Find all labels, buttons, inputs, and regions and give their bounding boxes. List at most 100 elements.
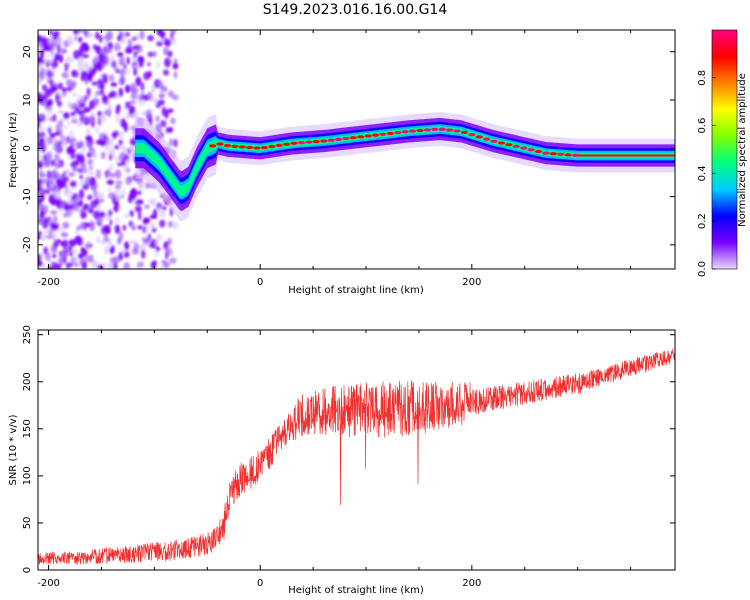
spectrogram-noise-cell (93, 92, 97, 101)
spectrogram-noise-cell (167, 90, 174, 98)
spectrogram-noise-cell (45, 105, 53, 111)
spectrogram-noise-cell (110, 137, 114, 148)
spectrogram-noise-cell (93, 210, 101, 220)
spectrogram-noise-cell (98, 35, 103, 43)
spectrogram-noise-cell (156, 79, 161, 87)
spectrogram-noise-cell (75, 153, 83, 159)
spectrogram-noise-cell (49, 180, 56, 189)
spectrogram-noise-cell (49, 58, 54, 63)
spectrogram-noise-cell (109, 90, 117, 98)
spectrogram-noise-cell (118, 56, 125, 66)
spectrogram-noise-cell (137, 225, 143, 230)
spectrogram-noise-cell (114, 217, 120, 224)
spectrogram-noise-cell (99, 114, 107, 123)
spectrogram-noise-cell (123, 154, 130, 161)
spectrogram-noise-cell (62, 221, 70, 229)
spectrogram-noise-cell (67, 39, 74, 46)
spectrogram-noise-cell (74, 106, 80, 114)
spectrogram-noise-cell (128, 126, 132, 131)
bottom-y-tick-label: 150 (22, 419, 33, 438)
spectrogram-noise-cell (41, 84, 48, 91)
spectrogram-noise-cell (134, 33, 141, 40)
spectrogram-noise-cell (166, 108, 174, 113)
spectrogram-noise-cell (42, 38, 48, 48)
spectrogram-noise-cell (106, 47, 113, 53)
spectrogram-noise-cell (86, 87, 91, 97)
spectrogram-noise-cell (62, 246, 69, 255)
spectrogram-noise-cell (122, 224, 127, 231)
spectrogram-peak-cell (290, 141, 298, 145)
spectrogram-noise-cell (48, 127, 52, 134)
spectrogram-peak-cell (334, 137, 343, 141)
spectrogram-noise-cell (173, 138, 178, 148)
spectrogram-peaks (208, 127, 580, 157)
colorbar-tick-label: 0.2 (697, 213, 708, 229)
spectrogram-noise-cell (124, 241, 130, 251)
spectrogram-noise-cell (41, 234, 47, 242)
spectrogram-noise-cell (77, 168, 83, 174)
spectrogram-noise-cell (69, 251, 74, 257)
spectrogram-noise-cell (145, 182, 151, 189)
spectrogram-noise-cell (45, 252, 51, 261)
spectrogram-noise-cell (45, 189, 50, 194)
spectrogram-noise-cell (57, 109, 64, 115)
spectrogram-noise-cell (103, 262, 107, 267)
colorbar-tick-label: 0.6 (697, 118, 708, 134)
spectrogram-noise-cell (71, 118, 78, 124)
spectrogram-noise-cell (109, 172, 116, 178)
spectrogram-noise-cell (120, 118, 127, 128)
spectrogram-noise-cell (166, 245, 171, 254)
spectrogram-noise-cell (158, 210, 166, 218)
spectrogram-noise-cell (147, 233, 152, 242)
spectrogram-noise-cell (142, 94, 149, 101)
spectrogram-noise-cell (113, 204, 119, 213)
spectrogram-noise-cell (125, 101, 131, 109)
spectrogram-noise-cell (86, 32, 94, 38)
spectrogram-noise-cell (130, 82, 137, 92)
spectrogram-noise-cell (103, 41, 108, 47)
spectrogram-peak-cell (408, 129, 417, 133)
spectrogram-peak-cell (275, 143, 283, 147)
spectrogram-noise-cell (92, 44, 97, 50)
spectrogram-noise-cell (121, 188, 126, 195)
spectrogram-noise-cell (56, 239, 62, 244)
spectrogram-noise-cell (101, 151, 106, 160)
top-x-tick-label: 200 (462, 277, 481, 288)
bottom-plot-frame (37, 329, 676, 571)
spectrogram-noise-cell (62, 212, 69, 218)
spectrogram-noise-cell (43, 229, 52, 235)
spectrogram-noise-cell (55, 94, 59, 103)
top-plot-frame (37, 29, 676, 270)
top-y-tick-label: 20 (22, 45, 33, 58)
spectrogram-noise-cell (41, 178, 49, 184)
spectrogram-peak-cell (446, 128, 454, 132)
spectrogram-peak-cell (438, 127, 446, 131)
spectrogram-peak-cell (416, 128, 424, 133)
bottom-x-tick-label: 200 (462, 578, 481, 589)
colorbar-ticks: 0.0 0.2 0.4 0.6 0.8 (697, 70, 716, 277)
spectrogram-noise-cell (124, 159, 130, 165)
spectrogram-peak-cell (371, 133, 380, 137)
spectrogram-noise-cell (95, 125, 100, 134)
bottom-x-tick-label: -200 (37, 578, 60, 589)
spectrogram-noise-cell (48, 193, 56, 203)
spectrogram-noise-cell (108, 192, 116, 200)
spectrogram-noise-cell (63, 187, 68, 197)
spectrogram-noise-cell (141, 237, 149, 242)
spectrogram-noise-cell (106, 136, 110, 146)
bottom-plot-area (38, 330, 675, 570)
spectrogram-noise-cell (79, 113, 86, 124)
spectrogram-noise-cell (103, 134, 108, 143)
spectrogram-peak-cell (460, 130, 469, 134)
spectrogram-noise-cell (114, 169, 122, 179)
spectrogram-noise-cell (57, 189, 61, 199)
spectrogram-noise-cell (144, 204, 150, 209)
spectrogram-peak-cell (268, 144, 276, 149)
spectrogram-noise-cell (156, 233, 162, 243)
spectrogram-noise-cell (97, 78, 102, 85)
spectrogram-noise-cell (88, 165, 93, 170)
spectrogram-noise-cell (84, 222, 92, 228)
spectrogram-noise-cell (109, 218, 113, 226)
spectrogram-noise-cell (85, 94, 90, 99)
spectrogram-noise-cell (53, 30, 60, 37)
